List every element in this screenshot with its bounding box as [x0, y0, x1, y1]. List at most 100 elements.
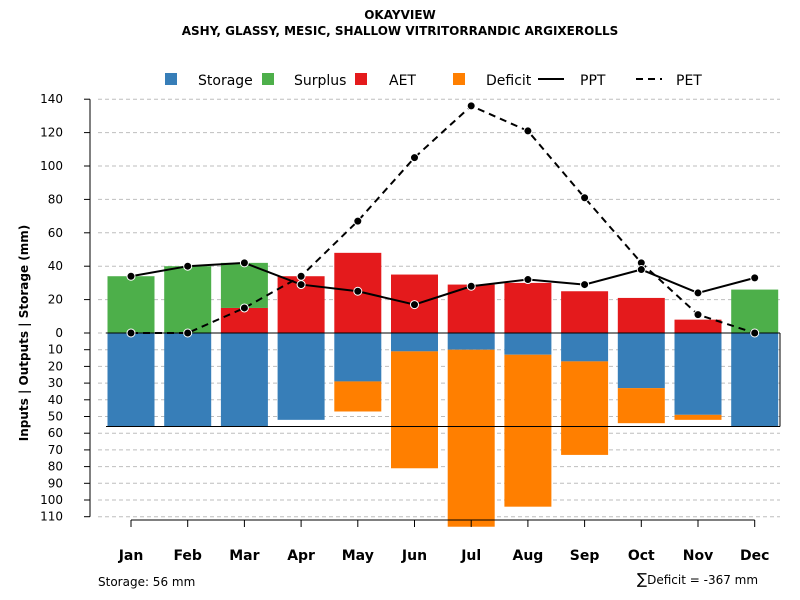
legend-label-aet: AET: [389, 73, 416, 89]
deficit-bar: [617, 388, 665, 424]
y-tick-label: 70: [48, 443, 63, 457]
storage-bar: [447, 333, 495, 350]
y-axis-title: Inputs | Outputs | Storage (mm): [17, 225, 31, 442]
x-tick-label: Jun: [401, 548, 427, 564]
ppt-point: [239, 258, 249, 268]
chart-subtitle: ASHY, GLASSY, MESIC, SHALLOW VITRITORRAN…: [181, 24, 619, 38]
y-tick-label: 90: [48, 476, 63, 490]
storage-note: Storage: 56 mm: [98, 575, 196, 589]
storage-bar: [674, 333, 722, 415]
legend-swatch-aet: [355, 73, 367, 85]
sigma-symbol: ∑: [637, 570, 648, 588]
ppt-point: [410, 300, 419, 310]
pet-line: [131, 104, 756, 334]
y-tick-label: 140: [40, 92, 63, 106]
legend-swatch-deficit: [453, 73, 465, 85]
y-tick-label: 80: [48, 460, 63, 474]
ppt-point: [183, 261, 193, 271]
y-tick-label: 20: [48, 293, 63, 307]
pet-point: [693, 310, 703, 320]
pet-point: [353, 216, 363, 226]
chart-title: OKAYVIEW: [364, 8, 436, 22]
surplus-bar: [731, 289, 779, 333]
storage-bar: [277, 333, 325, 420]
deficit-bar: [674, 414, 722, 420]
x-tick-label: Dec: [740, 548, 769, 564]
aet-bar: [617, 297, 665, 333]
y-tick-label: 40: [48, 259, 63, 273]
deficit-bar: [391, 351, 438, 469]
x-tick-label: Apr: [287, 548, 315, 564]
ppt-point: [636, 265, 646, 275]
aet-bar: [447, 284, 495, 333]
ppt-line: [130, 261, 755, 306]
x-tick-label: Oct: [628, 548, 655, 564]
storage-bar: [107, 333, 155, 427]
y-tick-label: 60: [48, 226, 63, 240]
legend-label-ppt: PPT: [580, 73, 606, 89]
deficit-note: ∑Deficit = -367 mm: [637, 570, 758, 588]
ppt-point: [296, 280, 306, 290]
deficit-bar: [447, 349, 495, 527]
legend-label-deficit: Deficit: [486, 73, 532, 89]
storage-bar: [391, 333, 438, 352]
x-tick-label: Nov: [683, 548, 713, 564]
y-tick-label: 30: [48, 376, 63, 390]
ppt-point: [693, 288, 703, 298]
storage-bar: [220, 333, 268, 427]
storage-bar: [617, 333, 665, 389]
ppt-point: [126, 271, 136, 281]
y-tick-label: 50: [48, 410, 63, 424]
ppt-point: [523, 275, 533, 285]
pet-point: [183, 328, 193, 338]
ppt-point: [750, 273, 760, 283]
x-tick-label: Aug: [512, 548, 543, 564]
y-tick-label: 10: [48, 343, 63, 357]
aet-bar: [504, 282, 552, 333]
storage-bar: [731, 333, 779, 427]
surplus-bar: [107, 276, 155, 333]
y-tick-label: 0: [55, 326, 63, 340]
x-tick-label: Mar: [229, 548, 259, 564]
legend-swatch-storage: [165, 73, 177, 85]
pet-point: [523, 126, 533, 136]
y-tick-label: 110: [40, 510, 63, 524]
y-tick-label: 20: [48, 359, 63, 373]
ppt-point: [353, 286, 363, 296]
surplus-bar: [164, 266, 212, 333]
pet-point: [296, 271, 306, 281]
pet-point: [410, 153, 419, 163]
storage-bar: [164, 333, 212, 427]
y-tick-label: 40: [48, 393, 63, 407]
pet-point: [126, 328, 136, 338]
x-tick-label: Jul: [460, 548, 481, 564]
storage-bar: [334, 333, 382, 382]
deficit-bar: [561, 361, 609, 455]
surplus-bar: [220, 262, 268, 308]
x-tick-label: Feb: [173, 548, 202, 564]
y-tick-label: 120: [40, 126, 63, 140]
y-tick-label: 100: [40, 159, 63, 173]
y-tick-label: 100: [40, 493, 63, 507]
legend-label-surplus: Surplus: [294, 73, 346, 89]
pet-point: [239, 303, 249, 313]
x-tick-label: Sep: [570, 548, 600, 564]
legend-label-pet: PET: [676, 73, 702, 89]
aet-bar: [561, 291, 609, 333]
deficit-bar: [504, 354, 552, 507]
pet-point: [580, 193, 590, 203]
storage-bar: [561, 333, 609, 362]
legend-label-storage: Storage: [198, 73, 253, 89]
x-tick-label: Jan: [118, 548, 144, 564]
pet-point: [466, 101, 476, 111]
y-tick-label: 80: [48, 192, 63, 206]
x-tick-label: May: [342, 548, 374, 564]
pet-point: [750, 328, 760, 338]
aet-bar: [674, 319, 722, 333]
ppt-point: [580, 280, 590, 290]
deficit-total: Deficit = -367 mm: [647, 573, 759, 587]
deficit-bar: [334, 381, 382, 412]
storage-bar: [504, 333, 552, 355]
y-tick-label: 60: [48, 426, 63, 440]
